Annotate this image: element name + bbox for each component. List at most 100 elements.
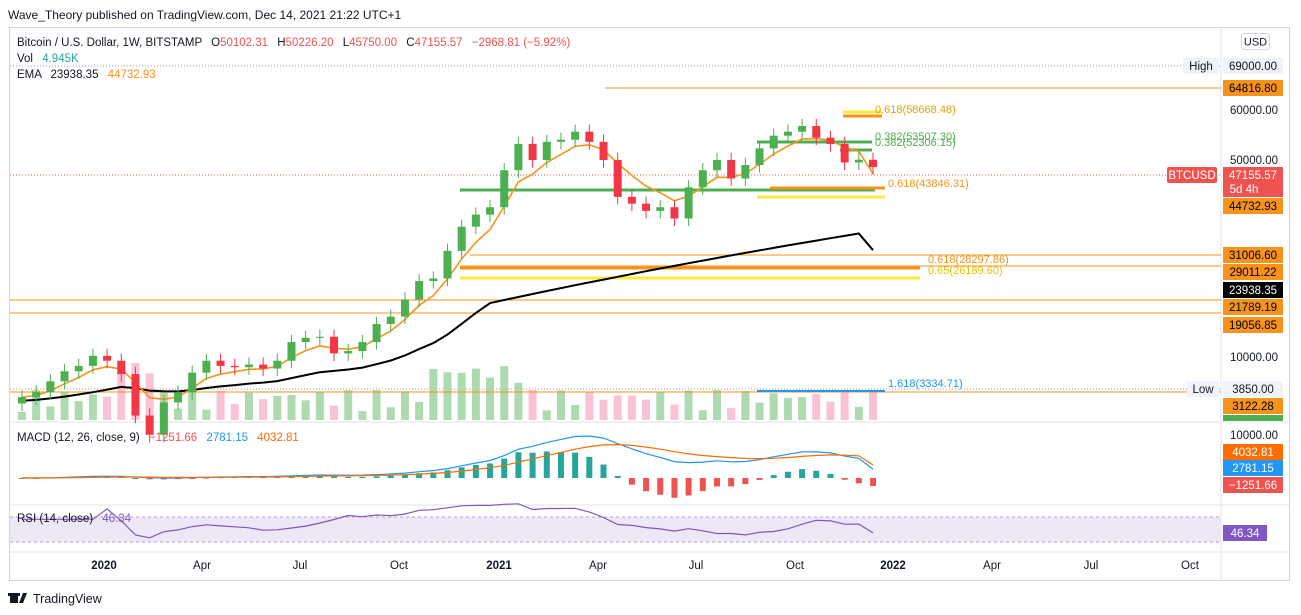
volume-bar [301,400,310,420]
badge-29011: 29011.22 [1223,264,1283,280]
svg-text:High: High [1189,61,1213,73]
candle-up [244,364,253,368]
volume-bar [854,406,863,420]
macd-hist-bar [557,452,564,478]
time-tick-label: Apr [193,560,211,572]
candle-up [798,126,807,132]
volume-bar [642,399,651,420]
candle-up [514,143,523,171]
macd-signal-line [22,443,874,479]
currency-button[interactable] [1241,33,1270,50]
badge-btcusd: BTCUSD [1167,167,1217,183]
rsi-legend[interactable]: RSI (14, close) 46.34 [17,513,132,525]
candle-down [330,336,339,354]
volume-bar [798,397,807,420]
close-label: C [406,37,414,49]
volume-bar [386,407,395,420]
macd-hist-bar [189,478,196,479]
volume-bar [88,394,97,420]
macd-hist-bar [813,470,820,478]
vol-legend[interactable]: Vol 4.945K [17,53,79,65]
time-tick-label: Oct [786,560,805,572]
svg-text:31006.60: 31006.60 [1229,250,1277,262]
time-tick-label: 2020 [91,560,117,572]
macd-hist-bar [458,467,465,478]
volume-bar [471,368,480,420]
volume-bar [400,391,409,420]
badge-3850: 3850.00 [1223,381,1283,397]
low-label: L [343,37,350,49]
rsi-label: RSI (14, close) [17,513,93,525]
macd-hist-bar [387,475,394,478]
volume-bar [769,393,778,420]
symbol-header[interactable]: Bitcoin / U.S. Dollar, 1W, BITSTAMP O501… [17,37,570,49]
volume-bar [528,390,537,420]
macd-hist-bar [203,477,210,479]
macd-hist-bar [572,452,579,478]
volume-bar [244,392,253,420]
macd-line [21,435,874,479]
macd-hist-bar [628,478,635,485]
volume-bar [46,406,55,420]
badge-last-price: 47155.57 5d 4h [1223,167,1283,197]
candle-up [18,397,26,404]
volume-bar [443,372,452,420]
fib-label-26189: 0.65(26189.60) [928,265,1003,277]
candle-down [670,207,679,219]
fib-label-53507: 0.382(53507.30) [875,131,956,143]
volume-bar [74,401,83,420]
candle-up [571,131,580,140]
volume-bar [613,395,622,420]
volume-bar [103,396,112,420]
volume-bar [202,409,211,420]
currency-button-label: USD [1244,37,1267,49]
candle-down [585,131,594,142]
macd-hist-bar [643,478,650,492]
volume-bar [741,391,750,420]
macd-hist-bar [444,470,451,478]
volume-bar [259,399,268,420]
candle-up [854,159,863,163]
candle-down [727,160,736,179]
candles [18,118,877,443]
svg-text:3122.28: 3122.28 [1232,401,1274,413]
candle-up [400,299,409,317]
svg-text:5d 4h: 5d 4h [1230,184,1259,196]
fib-label-58668: 0.618(58668.48) [875,104,956,116]
macd-legend[interactable]: MACD (12, 26, close, 9) −1251.66 2781.15… [17,432,299,444]
volume-bar [500,366,509,420]
volume-bar [18,412,26,420]
candle-up [202,360,211,373]
time-tick-label: 2021 [486,560,512,572]
macd-hist-bar [274,477,281,479]
svg-text:4032.81: 4032.81 [1232,447,1274,459]
macd-hist-bar [472,464,479,478]
svg-text:21789.19: 21789.19 [1229,302,1277,314]
ema-legend[interactable]: EMA 23938.35 44732.93 [17,69,156,81]
candle-up [60,371,69,382]
badge-31006: 31006.60 [1223,247,1283,263]
macd-hist-bar [515,452,522,478]
badge-44732: 44732.93 [1223,198,1283,214]
close-value: 47155.57 [415,37,463,49]
candle-up [386,316,395,324]
candle-up [712,160,721,171]
svg-text:2781.15: 2781.15 [1232,463,1274,475]
volume-bar [372,390,381,420]
publisher-line: Wave_Theory published on TradingView.com… [8,8,402,22]
volume-bar [32,390,41,420]
badge-3122: 3122.28 [1223,398,1283,414]
time-tick-label: Jul [293,560,308,572]
low-value: 45750.00 [349,37,397,49]
candle-up [769,135,778,149]
candle-up [372,323,381,343]
badge-rsi: 46.34 [1223,525,1267,541]
macd-hist-bar [784,471,791,478]
svg-text:64816.80: 64816.80 [1229,83,1277,95]
macd-hist-bar [373,476,380,478]
badge-macd-signal: 4032.81 [1223,444,1283,460]
open-value: 50102.31 [220,37,268,49]
macd-hist-bar [331,476,338,478]
candle-down [613,160,622,197]
